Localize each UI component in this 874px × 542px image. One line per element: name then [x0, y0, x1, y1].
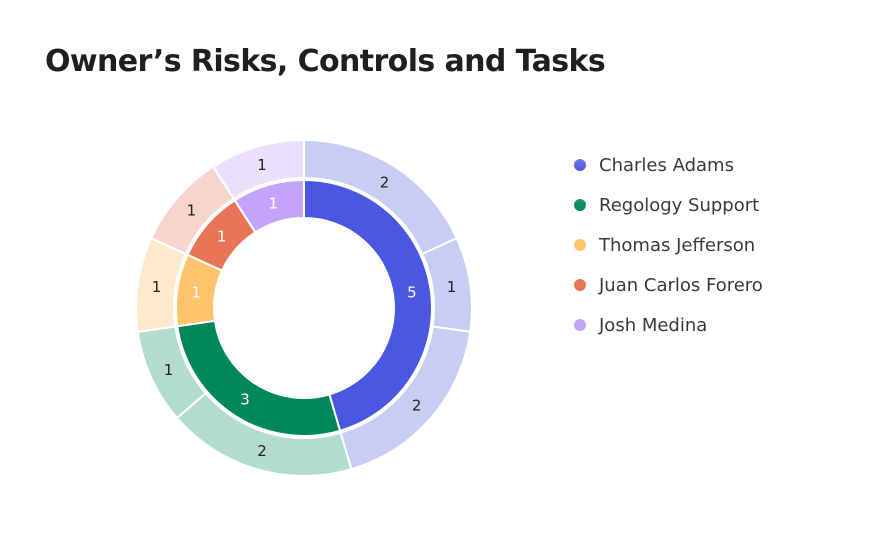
legend-swatch — [574, 279, 586, 291]
outer-label-charles-adams-0: 2 — [380, 174, 390, 192]
legend-label: Josh Medina — [599, 314, 708, 336]
inner-label-thomas-jefferson: 1 — [191, 283, 201, 301]
legend-label: Charles Adams — [599, 154, 734, 176]
outer-label-juan-carlos-forero-0: 1 — [187, 201, 197, 219]
inner-label-charles-adams: 5 — [407, 283, 417, 301]
legend-swatch — [574, 319, 586, 331]
outer-ring — [135, 138, 473, 477]
outer-label-regology-support-1: 1 — [164, 361, 174, 379]
legend-label: Juan Carlos Forero — [599, 274, 763, 296]
nested-donut-chart: 5 2 1 2 3 2 1 1 1 1 1 1 1 — [135, 138, 473, 477]
legend-item-juan-carlos-forero[interactable]: Juan Carlos Forero — [570, 265, 763, 305]
inner-ring — [175, 178, 433, 437]
outer-label-regology-support-0: 2 — [257, 442, 267, 460]
chart-legend: Charles Adams Regology Support Thomas Jeff… — [570, 145, 763, 345]
outer-label-thomas-jefferson-0: 1 — [152, 278, 162, 296]
legend-item-thomas-jefferson[interactable]: Thomas Jefferson — [570, 225, 763, 265]
legend-swatch — [574, 199, 586, 211]
inner-label-regology-support: 3 — [240, 391, 250, 409]
outer-label-charles-adams-2: 2 — [412, 397, 422, 415]
legend-item-charles-adams[interactable]: Charles Adams — [570, 145, 763, 185]
legend-swatch — [574, 159, 586, 171]
outer-label-charles-adams-1: 1 — [447, 278, 457, 296]
legend-swatch — [574, 239, 586, 251]
legend-label: Regology Support — [599, 194, 760, 216]
inner-slice-charles-adams — [303, 178, 433, 433]
outer-slice-josh-medina-0 — [211, 138, 305, 201]
legend-item-josh-medina[interactable]: Josh Medina — [570, 305, 763, 345]
segment-labels: 5 2 1 2 3 2 1 1 1 1 1 1 1 — [152, 156, 457, 460]
legend-label: Thomas Jefferson — [599, 234, 756, 256]
outer-label-josh-medina-0: 1 — [257, 156, 267, 174]
inner-label-juan-carlos-forero: 1 — [217, 228, 227, 246]
chart-title: Owner’s Risks, Controls and Tasks — [45, 44, 606, 79]
legend-item-regology-support[interactable]: Regology Support — [570, 185, 763, 225]
inner-label-josh-medina: 1 — [269, 194, 279, 212]
inner-slice-josh-medina — [233, 178, 305, 234]
